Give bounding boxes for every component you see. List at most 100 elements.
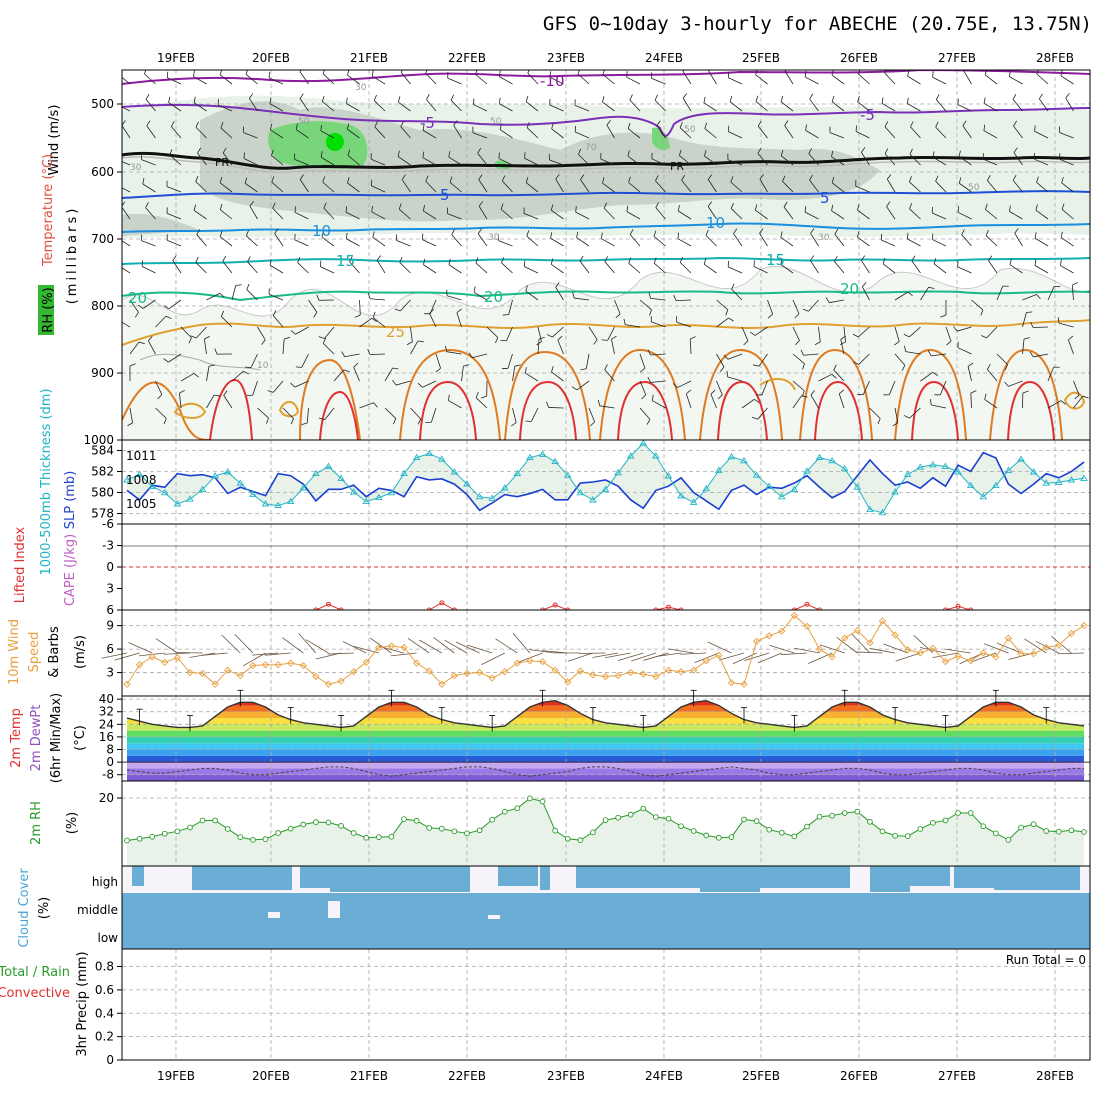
wind-barb-flag [831,95,835,102]
wind-barb [324,407,335,421]
wind-barb-flag [400,121,404,127]
slp-point [840,464,849,472]
wind-barb-flag [345,232,348,239]
wind-barb [963,70,972,85]
wind-barb [957,266,972,274]
wind-barb [780,237,794,247]
wind-barb [526,127,539,139]
wind-barb-flag [729,95,733,102]
wind-barb [425,180,437,193]
rh-point [590,829,596,836]
wind-barb [1034,237,1049,247]
wind-barb [299,179,309,193]
date-label: 26FEB [840,1069,878,1083]
wind-barb [627,155,641,166]
tick-label: 578 [91,507,114,521]
wind-speed-point [287,659,295,667]
wind-speed-point [1055,641,1063,649]
rh-point [917,826,924,832]
slp-point [853,483,862,490]
tick-label: 6 [106,603,114,617]
wind-barb [1012,180,1023,193]
wind-barb [122,187,131,193]
wind-barb [282,407,294,419]
wind-barb [423,264,437,274]
wind-barb [792,353,805,364]
wind-barb [834,261,845,274]
wind-barb-flag [755,95,759,102]
wind-barb [551,371,564,382]
rh-point [653,814,659,820]
wind-barb [549,159,564,166]
wind-barb-flag [861,147,866,153]
thickness-grid [122,440,1090,524]
slp-point [828,456,836,464]
wind-barb-flag [269,259,272,266]
wind-barb-flag [249,93,254,99]
wind-barb-flag [138,341,145,345]
wind-barb-flag [129,363,136,367]
date-labels-top: 19FEB 20FEB 21FEB 22FEB 23FEB 24FEB 25FEB 26FEB… [157,51,1074,65]
wind-barb-flag [372,231,375,238]
wind-barb [909,181,921,193]
wind-barb [727,376,743,382]
rh-point [602,817,609,823]
wind-barb [525,290,539,301]
wind-barb-flag [117,98,118,104]
slp-point [526,453,534,461]
wind-barb [384,407,397,419]
wind-barb-flag [219,230,223,237]
contour-t-5 [122,190,1090,199]
wind-barb [1047,286,1055,301]
wind-barb [628,262,641,274]
wind-speed-point [664,666,673,674]
wind-barb [629,234,641,247]
wind-barb-flag [987,364,991,370]
li-point [804,601,810,607]
wind-barb-flag [980,309,984,316]
wind-barb [588,326,598,340]
wind-barb [984,399,998,409]
wind-barb [449,182,462,193]
wind-barb-flag [677,232,680,239]
wind-barb [148,340,156,355]
wind-barb-flag [809,93,814,100]
wind-barb [234,634,254,654]
li-point [665,604,671,610]
wind-speed-point [916,649,924,657]
wind-barb [395,380,411,386]
wind-barb [537,339,540,355]
wind-barb-flag [903,333,910,338]
wind-speed-point [526,657,534,665]
rh-point [388,833,395,840]
rh-point [665,815,672,822]
wind-barb-flag [886,174,892,180]
wind-barb-flag [1074,394,1080,400]
wind10m-grid [122,610,1090,696]
wind-barb [448,400,462,409]
wind-barb-flag [295,366,302,368]
wind-barb [1034,158,1049,166]
wind-barb [551,209,564,220]
rh-point [854,808,861,815]
wind-barb-flag [655,202,659,208]
wind-barb [829,132,845,139]
wind-barb-flag [141,260,143,267]
wind-barb [857,101,870,112]
wind-barb [299,71,309,85]
wind-barb-flag [1068,335,1074,341]
wind-barb-flag [980,335,987,339]
wind-barb [784,71,794,85]
wind-barb-flag [840,341,846,346]
wind-barb [1035,209,1049,220]
wind-barb-flag [223,390,228,396]
wind-barb-flag [243,370,249,375]
wind-barb [650,380,666,383]
wind-barb-flag [371,70,374,77]
rh-point [640,805,647,812]
wind-barb [910,126,921,139]
date-label: 20FEB [252,51,290,65]
wind-speed-point [627,668,635,677]
wind-barb-flag [245,70,248,75]
wind-barb [707,206,717,220]
